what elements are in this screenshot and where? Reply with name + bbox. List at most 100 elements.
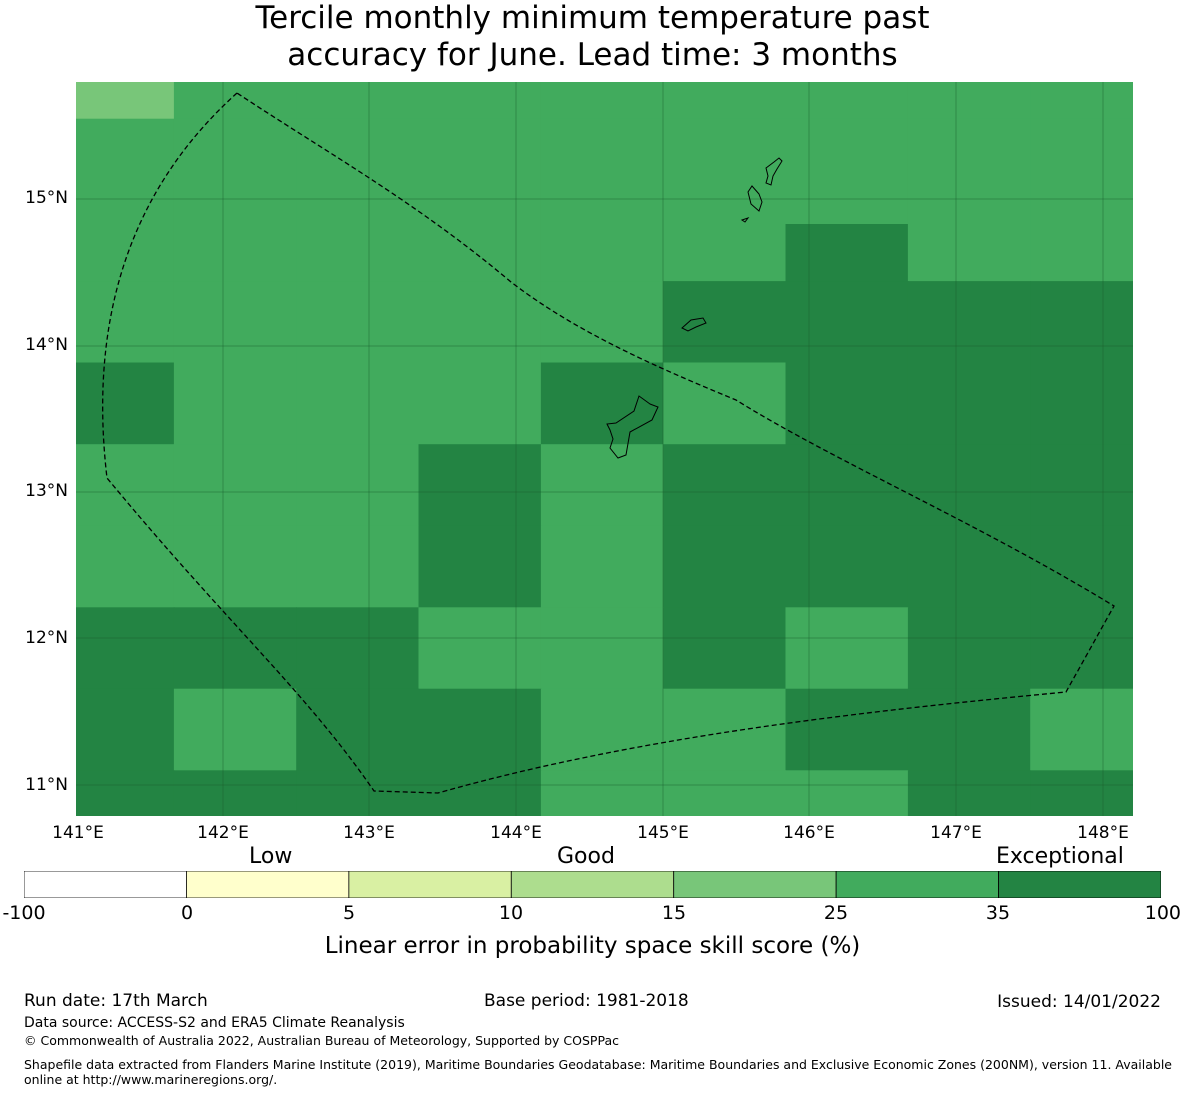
lon-tick-147e: 147°E — [930, 823, 982, 843]
skill-cell-dark — [785, 362, 909, 445]
base-period: Base period: 1981-2018 — [484, 991, 689, 1011]
skill-cell-dark — [1030, 607, 1133, 690]
skill-cell-medium — [907, 118, 1031, 225]
skill-cell-dark — [1030, 525, 1133, 608]
skill-cell-medium — [540, 224, 664, 282]
lat-tick-11n: 11°N — [25, 775, 68, 795]
skill-cell-medium — [540, 444, 664, 527]
skill-cell-dark — [1030, 444, 1133, 527]
island-rota — [681, 317, 707, 332]
skill-cell-medium — [76, 118, 175, 225]
skill-cell-medium — [663, 770, 787, 816]
colorbar-swatch — [348, 871, 512, 898]
colorbar-tick: 5 — [342, 902, 356, 924]
copyright: © Commonwealth of Australia 2022, Austra… — [24, 1033, 619, 1048]
island-tinian — [747, 185, 763, 212]
skill-cell-dark — [907, 607, 1031, 690]
skill-cell-medium — [296, 444, 420, 527]
skill-cell-medium — [418, 82, 542, 120]
skill-cell-dark — [785, 224, 909, 282]
issued-date: Issued: 14/01/2022 — [997, 992, 1161, 1012]
skill-cell-medium — [663, 118, 787, 225]
lon-tick-141e: 141°E — [52, 823, 104, 843]
lat-tick-12n: 12°N — [25, 628, 68, 648]
map-title: Tercile monthly minimum temperature past… — [0, 0, 1185, 74]
eez-boundary — [102, 92, 1115, 794]
colorbar-swatches — [24, 871, 1161, 898]
skill-cell-light — [76, 82, 175, 120]
skill-cell-dark — [907, 281, 1031, 364]
colorbar-tick: 10 — [498, 902, 524, 924]
title-line-2: accuracy for June. Lead time: 3 months — [287, 37, 898, 73]
colorbar-swatch — [835, 871, 999, 898]
graticule — [76, 82, 1133, 816]
skill-cell-medium — [173, 444, 297, 527]
skill-cell-medium — [296, 362, 420, 445]
skill-cell-dark — [907, 444, 1031, 527]
skill-cells — [76, 82, 1133, 816]
skill-cell-dark — [1030, 362, 1133, 445]
skill-cell-medium — [296, 224, 420, 282]
data-source: Data source: ACCESS-S2 and ERA5 Climate … — [24, 1015, 405, 1031]
skill-cell-medium — [540, 118, 664, 225]
run-date: Run date: 17th March — [24, 991, 208, 1011]
skill-cell-dark — [76, 607, 175, 690]
skill-cell-dark — [418, 688, 542, 771]
skill-cell-medium — [173, 525, 297, 608]
skill-cell-dark — [663, 525, 787, 608]
skill-cell-medium — [540, 770, 664, 816]
skill-cell-dark — [1030, 770, 1133, 816]
skill-cell-dark — [907, 770, 1031, 816]
skill-cell-medium — [173, 224, 297, 282]
skill-cell-medium — [76, 525, 175, 608]
skill-cell-medium — [785, 770, 909, 816]
lon-tick-145e: 145°E — [637, 823, 689, 843]
colorbar-tick: -100 — [2, 902, 46, 924]
skill-cell-medium — [540, 525, 664, 608]
skill-cell-medium — [418, 118, 542, 225]
skill-cell-dark — [785, 525, 909, 608]
legend-word-good: Good — [557, 844, 615, 869]
skill-cell-dark — [1030, 281, 1133, 364]
lat-tick-15n: 15°N — [25, 188, 68, 208]
lat-tick-14n: 14°N — [25, 335, 68, 355]
skill-cell-medium — [1030, 688, 1133, 771]
skill-cell-medium — [418, 607, 542, 690]
colorbar-tick: 25 — [823, 902, 849, 924]
skill-cell-dark — [418, 525, 542, 608]
colorbar-tick: 100 — [1144, 902, 1181, 924]
skill-cell-medium — [173, 688, 297, 771]
island-guam — [606, 395, 659, 459]
skill-score-map — [76, 82, 1133, 816]
colorbar — [24, 871, 1161, 898]
skill-cell-medium — [785, 118, 909, 225]
lon-tick-143e: 143°E — [343, 823, 395, 843]
skill-cell-medium — [540, 281, 664, 364]
lon-tick-146e: 146°E — [783, 823, 835, 843]
skill-cell-medium — [76, 224, 175, 282]
skill-cell-dark — [907, 362, 1031, 445]
skill-cell-medium — [296, 118, 420, 225]
skill-cell-medium — [76, 444, 175, 527]
lon-tick-148e: 148°E — [1077, 823, 1129, 843]
skill-cell-dark — [907, 688, 1031, 771]
skill-cell-dark — [663, 281, 787, 364]
skill-cell-dark — [296, 688, 420, 771]
skill-cell-medium — [1030, 224, 1133, 282]
skill-cell-dark — [76, 770, 175, 816]
island-saipan — [765, 157, 783, 186]
colorbar-swatch — [186, 871, 350, 898]
map-canvas — [76, 82, 1133, 816]
skill-cell-medium — [1030, 82, 1133, 120]
skill-cell-dark — [76, 362, 175, 445]
title-line-1: Tercile monthly minimum temperature past — [255, 0, 930, 36]
colorbar-tick: 0 — [180, 902, 194, 924]
skill-cell-medium — [1030, 118, 1133, 225]
colorbar-swatch — [510, 871, 675, 898]
skill-cell-dark — [76, 688, 175, 771]
legend-word-low: Low — [249, 844, 293, 869]
skill-cell-medium — [76, 281, 175, 364]
lon-tick-142e: 142°E — [197, 823, 249, 843]
skill-cell-medium — [418, 281, 542, 364]
skill-cell-dark — [785, 688, 909, 771]
